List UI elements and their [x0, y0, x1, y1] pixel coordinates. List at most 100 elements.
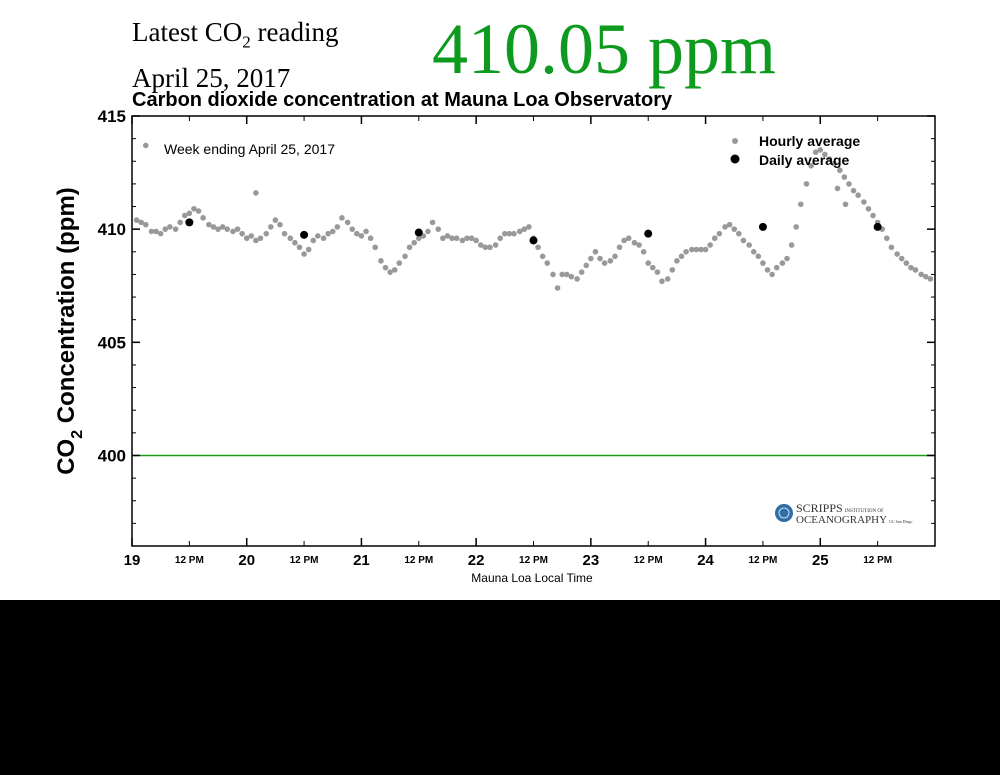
hourly-point — [516, 228, 523, 235]
hourly-point — [822, 151, 828, 158]
y-axis: 400 405 410 415 — [98, 107, 935, 547]
hourly-point — [301, 251, 307, 257]
scripps-logo: SCRIPPS INSTITUTION OF OCEANOGRAPHY UC San… — [775, 501, 912, 526]
hourly-point — [726, 221, 733, 228]
x-major-tick-label: 19 — [124, 552, 141, 569]
hourly-point — [219, 224, 226, 230]
hourly-point — [640, 248, 647, 255]
hourly-point — [707, 242, 713, 248]
hourly-point — [578, 269, 585, 275]
hourly-point — [387, 269, 393, 275]
latest-value: 410.05 ppm — [432, 9, 777, 89]
hourly-point — [181, 212, 188, 219]
hourly-point — [740, 237, 747, 244]
hourly-point — [664, 276, 671, 282]
daily-point — [300, 230, 309, 239]
hourly-point — [310, 237, 317, 244]
hourly-point — [736, 230, 742, 237]
legend-marker-daily — [730, 154, 740, 164]
hourly-point — [693, 246, 700, 253]
hourly-point — [391, 267, 398, 273]
hourly-point — [607, 258, 614, 264]
hourly-point — [722, 224, 728, 230]
hourly-point — [592, 248, 599, 255]
hourly-point — [760, 260, 766, 266]
y-label-suffix: Concentration (ppm) — [53, 187, 80, 430]
co2-chart: Carbon dioxide concentration at Mauna Lo… — [53, 89, 936, 585]
hourly-point — [468, 235, 475, 242]
hourly-point — [502, 230, 508, 237]
x-minor-tick-label: 12 PM — [175, 555, 204, 566]
hourly-point — [195, 208, 202, 214]
hourly-point — [406, 244, 413, 251]
hourly-point — [506, 230, 513, 237]
hourly-point — [133, 217, 140, 223]
hourly-point — [511, 230, 517, 237]
black-band — [0, 600, 1000, 775]
hourly-point — [449, 235, 455, 242]
x-minor-tick-label: 12 PM — [748, 555, 777, 566]
hourly-point — [415, 235, 422, 242]
hourly-point — [574, 276, 580, 282]
chart-title: Carbon dioxide concentration at Mauna Lo… — [132, 89, 673, 111]
hourly-point — [842, 201, 849, 208]
hourly-point — [162, 226, 169, 232]
y-tick-label: 405 — [98, 333, 126, 352]
hourly-point — [568, 273, 575, 280]
x-major-tick-label: 21 — [353, 552, 370, 569]
chart-subtitle: Week ending April 25, 2017 — [164, 141, 335, 157]
hourly-point — [372, 244, 378, 251]
hourly-point — [616, 244, 623, 251]
hourly-point — [526, 224, 532, 230]
hourly-point — [344, 219, 351, 226]
hourly-point — [440, 235, 446, 242]
hourly-point — [927, 276, 934, 282]
hourly-point — [769, 271, 775, 278]
hourly-point — [459, 237, 466, 244]
x-axis-label: Mauna Loa Local Time — [471, 571, 593, 585]
hourly-point — [482, 244, 489, 251]
hourly-point — [711, 235, 718, 242]
hourly-point — [865, 205, 872, 212]
hourly-point — [898, 255, 905, 262]
hourly-point — [550, 271, 556, 278]
hourly-point — [210, 224, 217, 230]
reading-date: April 25, 2017 — [132, 63, 291, 94]
hourly-point — [636, 242, 642, 248]
x-major-tick-label: 24 — [697, 552, 714, 569]
hourly-point — [746, 242, 752, 248]
hourly-point — [402, 253, 408, 260]
hourly-point — [138, 219, 144, 226]
hourly-point — [689, 246, 695, 253]
hourly-point — [764, 267, 771, 273]
hourly-point — [153, 228, 159, 235]
hourly-point — [477, 242, 484, 248]
hourly-point — [645, 260, 652, 266]
hourly-point — [487, 244, 493, 251]
hourly-point — [588, 255, 594, 262]
hourly-point — [497, 235, 504, 242]
hourly-point — [435, 226, 442, 232]
hourly-point — [779, 260, 786, 266]
hourly-point — [683, 248, 689, 255]
hourly-point — [464, 235, 470, 242]
x-major-tick-label: 23 — [583, 552, 600, 569]
hourly-point — [773, 264, 780, 271]
hourly-point — [177, 219, 183, 226]
hourly-point — [396, 260, 403, 266]
y-tick-label: 400 — [98, 446, 126, 465]
hourly-point — [358, 233, 365, 239]
x-minor-tick-label: 12 PM — [404, 555, 433, 566]
hourly-point — [296, 244, 303, 251]
hourly-point — [544, 260, 551, 266]
x-minor-tick-label: 12 PM — [634, 555, 663, 566]
hourly-point — [817, 147, 824, 153]
legend-label-daily: Daily average — [759, 152, 849, 168]
hourly-point — [253, 190, 259, 196]
hourly-point — [142, 142, 149, 149]
latest-sub: 2 — [242, 32, 251, 52]
latest-prefix: Latest CO — [132, 17, 243, 47]
hourly-point — [669, 267, 676, 273]
scripps-shell-icon — [775, 504, 793, 522]
hourly-point — [846, 181, 852, 187]
